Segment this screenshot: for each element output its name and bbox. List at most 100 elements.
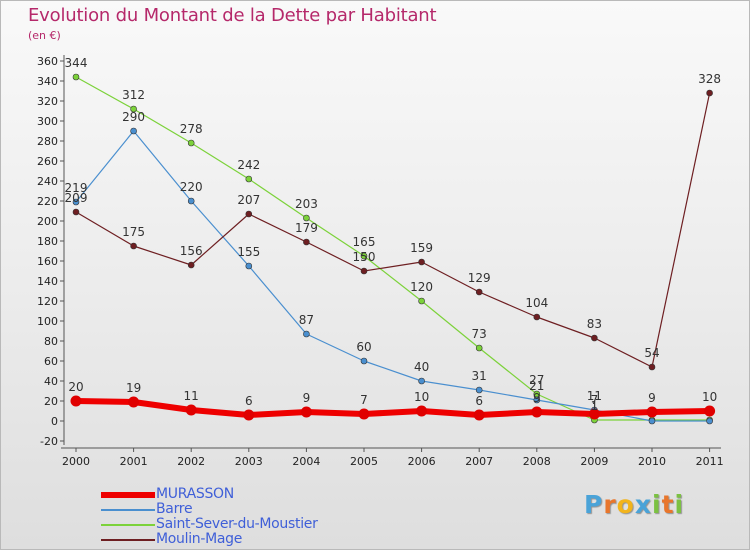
data-point-murasson — [588, 408, 600, 420]
y-tick-label: 140 — [37, 275, 58, 288]
y-tick-label: -20 — [40, 435, 58, 448]
y-tick-label: 60 — [44, 355, 58, 368]
data-label: 344 — [65, 56, 88, 70]
data-point-moulin-mage — [706, 89, 713, 97]
data-label: 9 — [533, 391, 541, 405]
data-label: 209 — [65, 191, 88, 205]
data-label: 120 — [410, 280, 433, 294]
data-label: 11 — [184, 389, 199, 403]
data-point-murasson — [128, 396, 140, 408]
data-point-barre — [245, 262, 253, 270]
data-point-murasson — [358, 408, 370, 420]
logo-letter: i — [674, 490, 685, 519]
data-label: 11 — [587, 389, 602, 403]
data-label: 290 — [122, 110, 145, 124]
chart-title: Evolution du Montant de la Dette par Hab… — [28, 5, 437, 26]
data-label: 31 — [472, 369, 487, 383]
data-label: 54 — [644, 346, 659, 360]
series-line-barre — [75, 130, 711, 422]
data-label: 175 — [122, 225, 145, 239]
logo-letter: x — [634, 490, 652, 519]
legend-swatch — [101, 509, 155, 511]
data-point-saint-sever-du-moustier — [303, 214, 310, 222]
data-label: 155 — [237, 245, 260, 259]
data-point-saint-sever-du-moustier — [187, 139, 195, 147]
data-label: 87 — [299, 313, 314, 327]
data-label: 10 — [702, 390, 717, 404]
legend-label: MURASSON — [156, 486, 234, 502]
data-label: 60 — [356, 340, 371, 354]
x-tick-label: 2011 — [696, 455, 724, 468]
data-point-barre — [303, 330, 310, 338]
data-point-moulin-mage — [475, 288, 483, 296]
x-tick-label: 2007 — [465, 455, 493, 468]
data-label: 9 — [303, 391, 311, 405]
data-point-moulin-mage — [187, 261, 195, 269]
data-label: 7 — [591, 393, 599, 407]
data-point-murasson — [704, 405, 716, 417]
legend-item-moulin-mage: Moulin-Mage — [101, 531, 401, 547]
series-line-moulin-mage — [75, 92, 711, 368]
data-label: 6 — [245, 394, 253, 408]
data-label: 104 — [525, 296, 548, 310]
logo-letter: r — [603, 490, 617, 519]
data-point-murasson — [531, 406, 543, 418]
data-label: 220 — [180, 180, 203, 194]
data-label: 165 — [353, 235, 376, 249]
data-label: 1 — [591, 399, 599, 413]
x-tick-label: 2002 — [177, 455, 205, 468]
data-point-barre — [533, 396, 541, 404]
data-label: 179 — [295, 221, 318, 235]
y-tick-label: 180 — [37, 235, 58, 248]
data-label: 6 — [475, 394, 483, 408]
logo-letter: o — [616, 490, 635, 519]
data-point-saint-sever-du-moustier — [130, 105, 137, 113]
y-tick-label: 260 — [37, 155, 58, 168]
data-point-moulin-mage — [303, 238, 310, 246]
data-label: 219 — [65, 181, 88, 195]
y-tick-label: 0 — [51, 415, 58, 428]
y-tick-label: 320 — [37, 95, 58, 108]
data-label: 10 — [414, 390, 429, 404]
legend-swatch — [101, 492, 155, 498]
data-point-moulin-mage — [533, 313, 541, 321]
data-point-murasson — [70, 395, 82, 407]
y-tick-label: 40 — [44, 375, 58, 388]
data-label: 20 — [68, 380, 83, 394]
data-point-saint-sever-du-moustier — [418, 297, 425, 305]
data-label: 242 — [237, 158, 260, 172]
y-tick-label: 300 — [37, 115, 58, 128]
data-label: 328 — [698, 72, 721, 86]
y-tick-label: 220 — [37, 195, 58, 208]
x-tick-label: 2010 — [638, 455, 666, 468]
chart-unit: (en €) — [28, 29, 61, 42]
y-tick-label: 340 — [37, 75, 58, 88]
data-label: 312 — [122, 88, 145, 102]
legend-item-murasson: MURASSON — [101, 486, 401, 502]
data-label: 207 — [237, 193, 260, 207]
y-tick-label: 280 — [37, 135, 58, 148]
data-point-barre — [706, 417, 713, 425]
y-tick-label: 240 — [37, 175, 58, 188]
data-point-barre — [72, 198, 80, 206]
x-tick-label: 2005 — [350, 455, 378, 468]
x-tick-label: 2004 — [292, 455, 320, 468]
data-point-barre — [648, 417, 656, 425]
data-point-moulin-mage — [418, 258, 425, 266]
x-tick-label: 2008 — [523, 455, 551, 468]
data-label: 83 — [587, 317, 602, 331]
y-tick-label: 80 — [44, 335, 58, 348]
data-label: 21 — [529, 379, 544, 393]
data-point-moulin-mage — [72, 208, 80, 216]
data-point-saint-sever-du-moustier — [475, 344, 483, 352]
data-label: 156 — [180, 244, 203, 258]
legend-swatch — [101, 524, 155, 526]
legend-item-barre: Barre — [101, 501, 401, 517]
data-point-barre — [187, 197, 195, 205]
series-line-saint-sever-du-moustier — [75, 76, 711, 421]
data-label: 150 — [353, 250, 376, 264]
series-line-murasson — [73, 398, 713, 418]
data-point-moulin-mage — [648, 363, 656, 371]
